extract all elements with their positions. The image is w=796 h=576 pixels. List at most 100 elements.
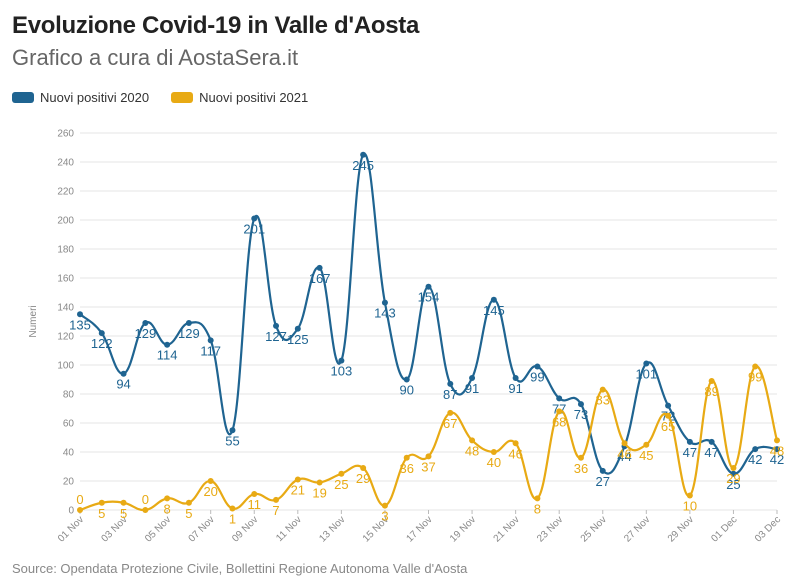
data-point [643,360,650,367]
y-tick-label: 240 [57,158,74,169]
data-point [229,427,236,434]
data-label: 0 [76,492,83,507]
data-label: 101 [635,367,657,382]
x-tick-label: 17 Nov [404,514,434,544]
data-point [403,454,410,461]
y-tick-label: 0 [68,506,74,517]
data-label: 103 [331,364,353,379]
data-point [730,470,737,477]
data-label: 5 [120,506,127,521]
data-point [403,376,410,383]
data-point [708,438,715,445]
y-axis-title: Numeri [28,305,39,337]
x-tick-label: 23 Nov [535,514,565,544]
data-point [643,441,650,448]
data-point [120,370,127,377]
data-point [686,438,693,445]
y-tick-label: 180 [57,245,74,256]
data-label: 29 [726,471,740,486]
data-point [316,264,323,271]
data-label: 25 [726,477,740,492]
data-label: 99 [530,369,544,384]
data-point [142,319,149,326]
chart-title: Evoluzione Covid-19 in Valle d'Aosta [12,12,419,39]
data-point [185,319,192,326]
data-label: 44 [617,449,631,464]
data-point [752,363,759,370]
data-label: 154 [418,290,440,305]
data-point [469,437,476,444]
data-label: 129 [134,326,156,341]
data-label: 7 [272,503,279,518]
x-tick-label: 13 Nov [317,514,347,544]
data-point [512,440,519,447]
data-point [512,375,519,382]
data-point [577,454,584,461]
data-point [599,467,606,474]
data-label: 29 [356,471,370,486]
data-point [708,377,715,384]
y-tick-label: 200 [57,216,74,227]
data-point [447,380,454,387]
data-label: 55 [225,433,239,448]
data-label: 65 [661,419,675,434]
data-point [490,449,497,455]
data-point [229,505,236,512]
data-label: 68 [552,414,566,429]
data-point [338,470,345,477]
data-label: 8 [164,501,171,516]
x-tick-label: 11 Nov [274,514,304,544]
data-point [142,507,149,513]
data-point [599,386,606,393]
data-label: 127 [265,329,287,344]
y-tick-label: 80 [63,390,75,401]
y-tick-label: 20 [63,477,75,488]
data-point [294,476,301,483]
data-label: 25 [334,477,348,492]
data-label: 125 [287,332,309,347]
legend-label-2020: Nuovi positivi 2020 [40,90,150,105]
data-point [207,478,214,484]
data-point [556,408,563,415]
data-label: 73 [574,407,588,422]
y-tick-label: 160 [57,274,74,285]
data-point [447,409,454,416]
y-tick-label: 100 [57,361,74,372]
legend-item-2021[interactable]: Nuovi positivi 2021 [171,90,308,105]
legend-item-2020[interactable]: Nuovi positivi 2020 [12,90,149,105]
data-point [316,479,323,486]
data-point [665,402,672,409]
x-tick-label: 01 Nov [56,514,86,544]
data-point [360,151,367,158]
x-tick-label: 25 Nov [579,514,609,544]
data-point [98,330,105,337]
data-label: 122 [91,336,113,351]
data-point [360,464,367,471]
data-point [686,492,693,499]
data-point [273,496,280,503]
data-label: 45 [639,448,653,463]
data-point [77,311,83,318]
legend: Nuovi positivi 2020 Nuovi positivi 2021 [12,90,308,105]
data-label: 11 [248,497,262,512]
data-point [164,341,171,348]
data-label: 0 [142,492,149,507]
data-label: 5 [185,506,192,521]
legend-swatch-2021 [171,92,194,103]
data-label: 21 [291,483,305,498]
data-point [621,440,628,447]
data-label: 1 [229,512,236,527]
data-label: 167 [309,271,331,286]
y-tick-label: 60 [63,419,75,430]
data-label: 48 [770,443,784,458]
data-point [425,283,432,290]
data-label: 129 [178,326,200,341]
data-label: 36 [574,461,588,476]
data-point [534,363,541,370]
data-point [381,502,388,509]
data-label: 20 [203,484,217,499]
data-label: 37 [421,459,435,474]
